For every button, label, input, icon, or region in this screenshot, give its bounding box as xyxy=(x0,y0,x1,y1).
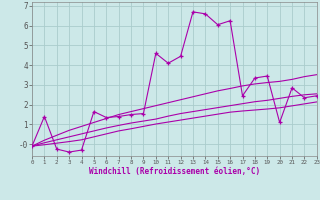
X-axis label: Windchill (Refroidissement éolien,°C): Windchill (Refroidissement éolien,°C) xyxy=(89,167,260,176)
